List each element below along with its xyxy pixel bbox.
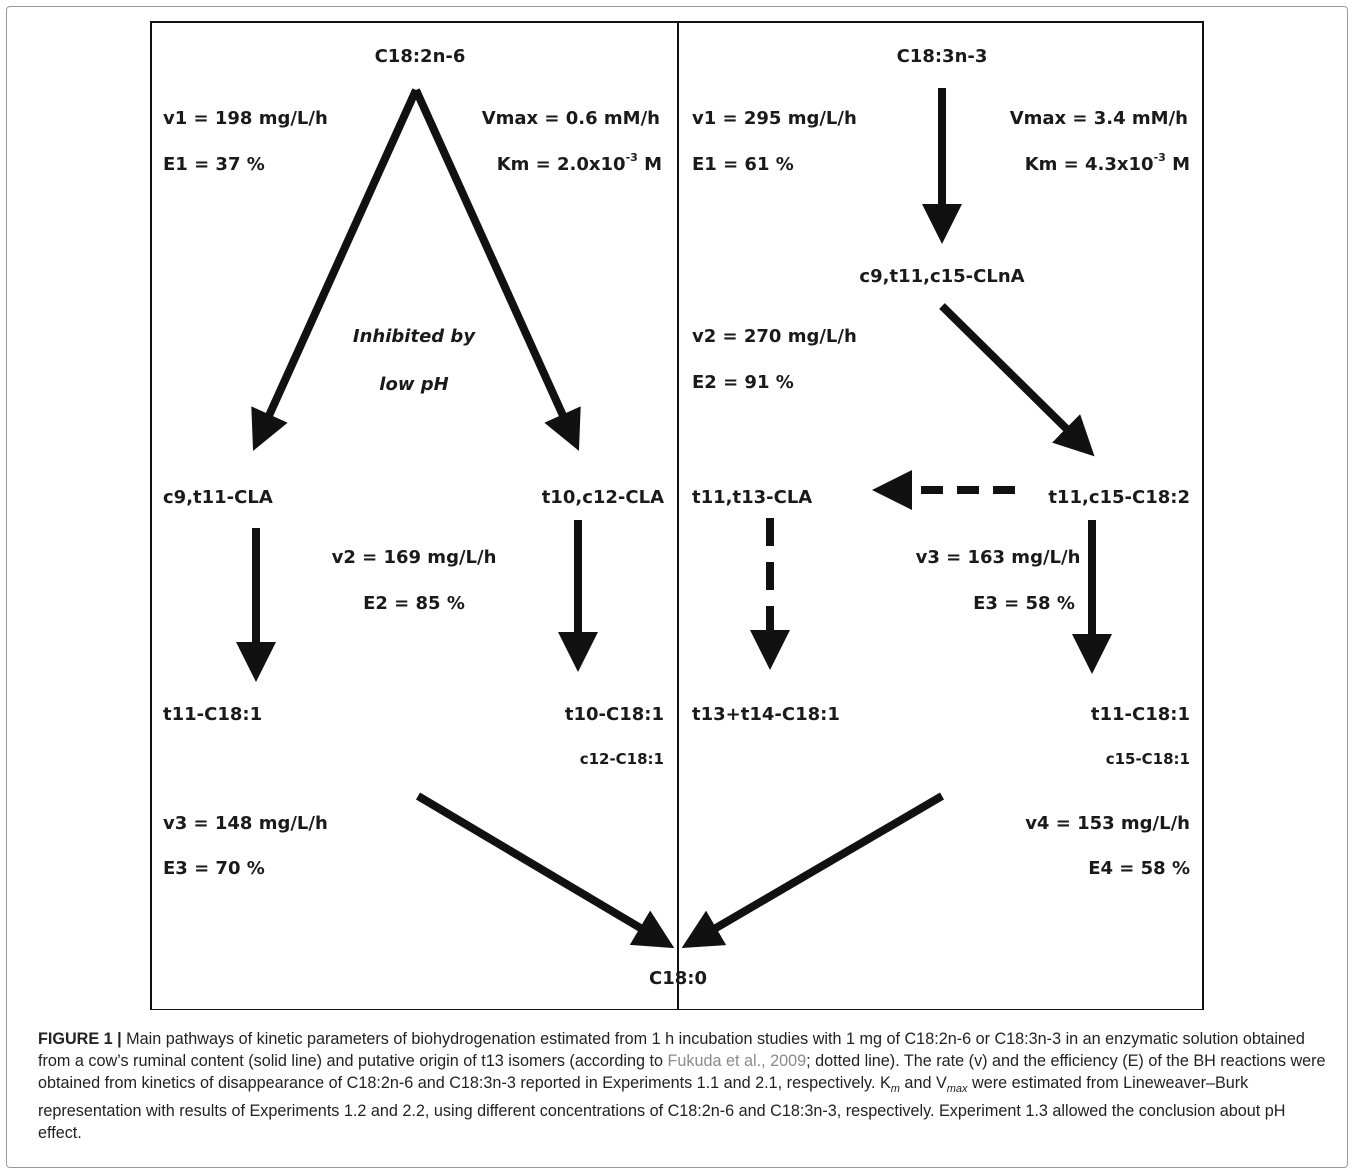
inhibited-line2: low pH: [379, 374, 448, 395]
inhibited-line1: Inhibited by: [353, 326, 476, 347]
right-km-exponent: -3: [1154, 151, 1166, 164]
caption-reference-link[interactable]: Fukuda et al., 2009: [667, 1052, 807, 1070]
right-product-t13t14-c18-1: t13+t14-C18:1: [692, 704, 840, 725]
right-km-unit: M: [1166, 154, 1190, 175]
right-product-t11c15-c18-2: t11,c15-C18:2: [1048, 487, 1190, 508]
left-e2-label: E2 = 85 %: [363, 593, 465, 614]
caption-vmax-symbol: Vmax: [935, 1074, 968, 1096]
right-km-label: Km = 4.3x10-3 M: [1025, 151, 1190, 175]
right-product-t11t13-cla: t11,t13-CLA: [692, 487, 812, 508]
left-substrate-label: C18:2n-6: [375, 46, 466, 67]
caption-km-symbol: Km: [879, 1074, 900, 1096]
caption-figure-label: FIGURE 1 |: [38, 1030, 122, 1048]
left-product-c9t11-cla: c9,t11-CLA: [163, 487, 273, 508]
final-product-c18-0: C18:0: [649, 968, 707, 989]
right-vmax-label: Vmax = 3.4 mM/h: [1010, 108, 1188, 129]
right-e3-label: E3 = 58 %: [973, 593, 1075, 614]
caption-text-part1: Main pathways of kinetic parameters of b…: [38, 1030, 1305, 1070]
right-v3-label: v3 = 163 mg/L/h: [916, 547, 1081, 568]
arrow-right-to-c18-0: [681, 792, 945, 949]
left-v1-label: v1 = 198 mg/L/h: [163, 108, 328, 129]
left-km-label: Km = 2.0x10-3 M: [497, 151, 662, 175]
pathway-diagram: C18:2n-6 v1 = 198 mg/L/h E1 = 37 % Vmax …: [150, 21, 1204, 1010]
right-v2-label: v2 = 270 mg/L/h: [692, 326, 857, 347]
right-e4-label: E4 = 58 %: [1088, 858, 1190, 879]
left-e1-label: E1 = 37 %: [163, 154, 265, 175]
arrow-left-to-c18-0: [415, 792, 675, 949]
right-product-t11-c18-1: t11-C18:1: [1091, 704, 1190, 725]
caption-text-part4: were estimated from Lineweaver–Burk repr…: [38, 1074, 1286, 1143]
right-product-clna: c9,t11,c15-CLnA: [859, 266, 1024, 287]
caption-text-part3: and: [899, 1074, 936, 1092]
right-product-c15-c18-1: c15-C18:1: [1106, 750, 1190, 768]
left-v3-label: v3 = 148 mg/L/h: [163, 813, 328, 834]
figure-frame: [6, 6, 1348, 1168]
left-km-unit: M: [638, 154, 662, 175]
right-e2-label: E2 = 91 %: [692, 372, 794, 393]
left-product-t10c12-cla: t10,c12-CLA: [542, 487, 664, 508]
left-e3-label: E3 = 70 %: [163, 858, 265, 879]
right-substrate-label: C18:3n-3: [897, 46, 988, 67]
figure-caption: FIGURE 1 | Main pathways of kinetic para…: [38, 1028, 1328, 1144]
arrow-substrate-to-c9t11: [251, 88, 420, 451]
right-v1-label: v1 = 295 mg/L/h: [692, 108, 857, 129]
left-product-t11-c18-1: t11-C18:1: [163, 704, 262, 725]
arrow-substrate-to-t10c12: [412, 88, 581, 451]
right-km-prefix: Km = 4.3x10: [1025, 154, 1154, 175]
left-km-exponent: -3: [626, 151, 638, 164]
caption-text-part2: ; dotted line). The rate (v) and the eff…: [38, 1052, 1326, 1092]
left-vmax-label: Vmax = 0.6 mM/h: [482, 108, 660, 129]
left-product-t10-c18-1: t10-C18:1: [565, 704, 664, 725]
left-km-prefix: Km = 2.0x10: [497, 154, 626, 175]
right-e1-label: E1 = 61 %: [692, 154, 794, 175]
arrow-clna-to-t11c15: [939, 303, 1095, 457]
right-v4-label: v4 = 153 mg/L/h: [1025, 813, 1190, 834]
left-v2-label: v2 = 169 mg/L/h: [332, 547, 497, 568]
left-product-c12-c18-1: c12-C18:1: [580, 750, 664, 768]
